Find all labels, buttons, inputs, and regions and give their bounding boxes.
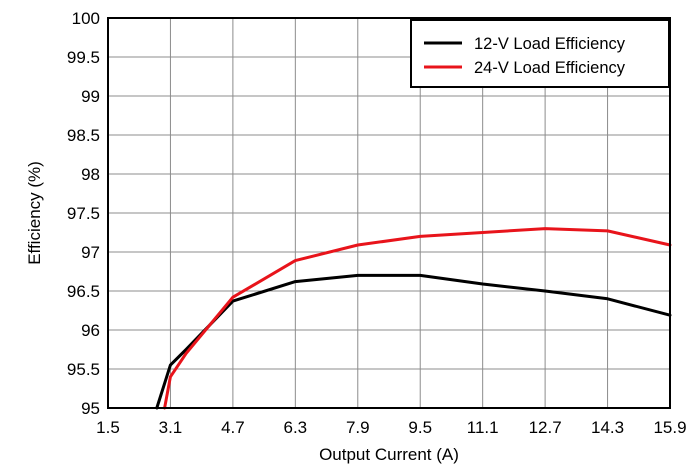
x-tick-label: 14.3 [591, 418, 624, 437]
plot-frame [107, 17, 671, 409]
x-tick-label: 11.1 [467, 418, 499, 437]
y-tick-labels: 95 95.5 96 96.5 97 97.5 98 98.5 99 99.5 100 [67, 9, 100, 418]
y-tick-label: 99 [81, 87, 100, 106]
legend-box [410, 19, 670, 88]
y-tick-label: 95 [81, 399, 100, 418]
y-tick-label: 97 [81, 243, 100, 262]
legend-label-24v: 24-V Load Efficiency [474, 59, 626, 77]
y-tick-label: 96 [81, 321, 100, 340]
series-line-24v [163, 227, 672, 410]
x-tick-label: 4.7 [221, 418, 245, 437]
legend-label-12v: 12-V Load Efficiency [474, 35, 626, 53]
series-line-12v [155, 273, 672, 410]
x-tick-label: 9.5 [408, 418, 432, 437]
x-tick-label: 15.9 [653, 418, 686, 437]
y-tick-label: 100 [72, 9, 100, 28]
series-lines [155, 227, 672, 410]
y-tick-label: 96.5 [67, 282, 100, 301]
y-tick-label: 95.5 [67, 360, 100, 379]
y-axis-title: Efficiency (%) [25, 161, 44, 265]
x-tick-label: 7.9 [346, 418, 370, 437]
y-tick-label: 98.5 [67, 126, 100, 145]
x-tick-label: 12.7 [529, 418, 562, 437]
x-tick-label: 1.5 [96, 418, 120, 437]
x-tick-label: 3.1 [159, 418, 183, 437]
legend: 12-V Load Efficiency 24-V Load Efficienc… [410, 19, 670, 88]
x-tick-labels: 1.5 3.1 4.7 6.3 7.9 9.5 11.1 12.7 14.3 15.9 [96, 418, 686, 437]
x-axis-title: Output Current (A) [319, 445, 459, 464]
y-tick-label: 97.5 [67, 204, 100, 223]
x-tick-label: 6.3 [284, 418, 308, 437]
y-tick-label: 98 [81, 165, 100, 184]
y-tick-label: 99.5 [67, 48, 100, 67]
